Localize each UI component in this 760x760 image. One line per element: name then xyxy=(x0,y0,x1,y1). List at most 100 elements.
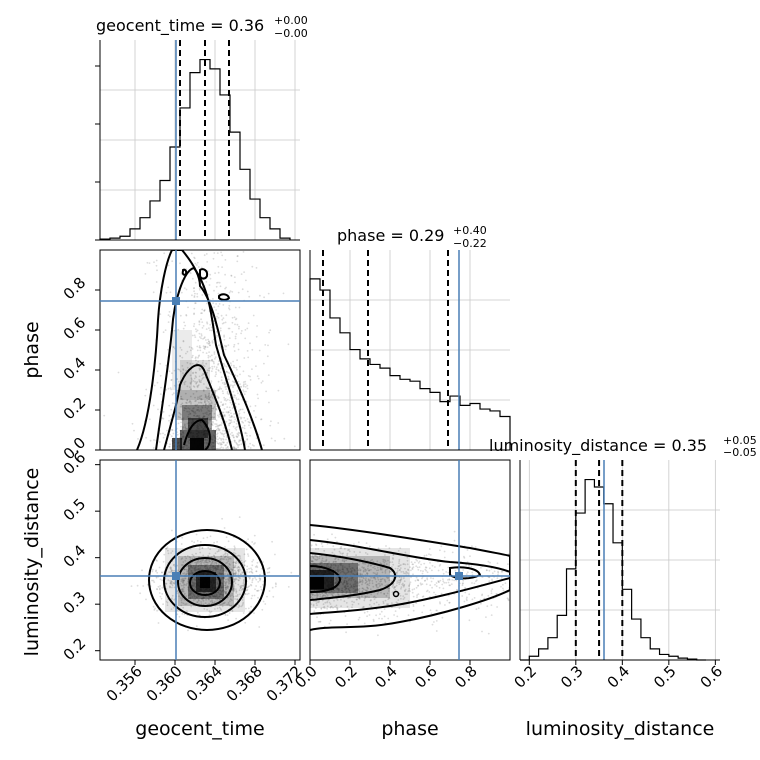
scatter-point xyxy=(185,401,188,404)
scatter-point xyxy=(341,559,344,562)
scatter-point xyxy=(211,561,213,564)
scatter-point xyxy=(213,306,216,308)
scatter-point xyxy=(224,614,227,616)
scatter-point xyxy=(320,562,323,564)
scatter-point xyxy=(322,594,324,597)
scatter-point xyxy=(402,585,405,588)
scatter-point xyxy=(190,403,192,405)
scatter-point xyxy=(198,568,201,571)
scatter-point xyxy=(384,554,386,556)
scatter-point xyxy=(352,590,355,593)
scatter-point xyxy=(350,579,353,582)
scatter-point xyxy=(431,586,433,589)
scatter-point xyxy=(315,592,318,595)
scatter-point xyxy=(184,603,187,606)
scatter-point xyxy=(388,597,391,600)
scatter-point xyxy=(437,569,440,572)
scatter-point xyxy=(207,396,210,398)
scatter-point xyxy=(254,542,256,544)
contour-lg-mid xyxy=(163,544,247,618)
scatter-point xyxy=(259,577,262,580)
scatter-point xyxy=(195,625,198,628)
scatter-point xyxy=(201,398,203,401)
scatter-point xyxy=(312,593,314,596)
title-ld-minus: −0.05 xyxy=(723,446,757,459)
scatter-point xyxy=(375,614,377,617)
scatter-point xyxy=(231,380,234,383)
scatter-point xyxy=(197,339,200,342)
scatter-point xyxy=(204,401,206,403)
scatter-point xyxy=(216,335,218,337)
scatter-point xyxy=(409,590,411,593)
scatter-point xyxy=(210,380,213,382)
scatter-point xyxy=(255,585,257,587)
scatter-point xyxy=(345,587,348,590)
scatter-point xyxy=(253,445,255,447)
scatter-point xyxy=(185,595,188,598)
contour-lp-dot xyxy=(392,590,400,598)
scatter-point xyxy=(232,587,235,590)
scatter-point xyxy=(442,572,445,575)
scatter-point xyxy=(180,349,183,351)
scatter-point xyxy=(228,603,230,606)
scatter-point xyxy=(209,566,212,569)
scatter-point xyxy=(225,586,227,589)
scatter-point xyxy=(217,448,220,450)
scatter-point xyxy=(434,583,436,586)
scatter-point xyxy=(213,252,216,254)
scatter-point xyxy=(359,573,362,576)
scatter-point xyxy=(355,581,358,584)
scatter-point xyxy=(247,356,250,359)
scatter-point xyxy=(366,583,368,586)
scatter-point xyxy=(202,558,205,561)
scatter-point xyxy=(223,414,226,417)
scatter-point xyxy=(234,572,237,575)
scatter-point xyxy=(163,252,166,255)
scatter-point xyxy=(190,564,193,567)
scatter-point xyxy=(223,568,226,571)
scatter-point xyxy=(358,591,361,593)
scatter-point xyxy=(191,553,194,556)
scatter-point xyxy=(197,384,200,386)
scatter-point xyxy=(425,590,428,593)
scatter-point xyxy=(445,571,448,573)
scatter-point xyxy=(323,549,326,552)
scatter-point xyxy=(230,364,233,367)
scatter-point xyxy=(349,586,352,589)
scatter-point xyxy=(242,389,245,391)
scatter-point xyxy=(223,558,225,560)
scatter-point xyxy=(189,412,192,415)
scatter-point xyxy=(397,550,400,552)
scatter-point xyxy=(182,372,184,374)
scatter-point xyxy=(181,590,184,592)
scatter-point xyxy=(224,591,227,594)
scatter-point xyxy=(222,404,224,406)
scatter-point xyxy=(488,569,491,572)
scatter-point xyxy=(217,271,220,274)
scatter-point xyxy=(375,601,378,604)
scatter-point xyxy=(335,582,337,584)
scatter-point xyxy=(258,626,261,628)
scatter-point xyxy=(249,379,252,381)
scatter-point xyxy=(214,598,217,600)
scatter-point xyxy=(370,576,372,579)
scatter-point xyxy=(480,602,482,605)
scatter-point xyxy=(380,580,382,583)
scatter-point xyxy=(185,584,188,586)
scatter-point xyxy=(407,569,410,572)
scatter-point xyxy=(206,346,209,348)
scatter-point xyxy=(363,611,366,614)
scatter-point xyxy=(454,569,457,572)
scatter-ld-vs-geocent-frame xyxy=(99,459,301,661)
scatter-point xyxy=(378,617,380,620)
scatter-point xyxy=(250,605,253,608)
scatter-point xyxy=(166,546,169,549)
scatter-point xyxy=(192,410,195,412)
scatter-point xyxy=(223,569,226,572)
scatter-point xyxy=(451,579,454,581)
scatter-point xyxy=(205,386,208,389)
scatter-point xyxy=(226,561,229,564)
scatter-point xyxy=(231,403,233,406)
scatter-point xyxy=(216,541,219,543)
scatter-point xyxy=(337,558,340,561)
